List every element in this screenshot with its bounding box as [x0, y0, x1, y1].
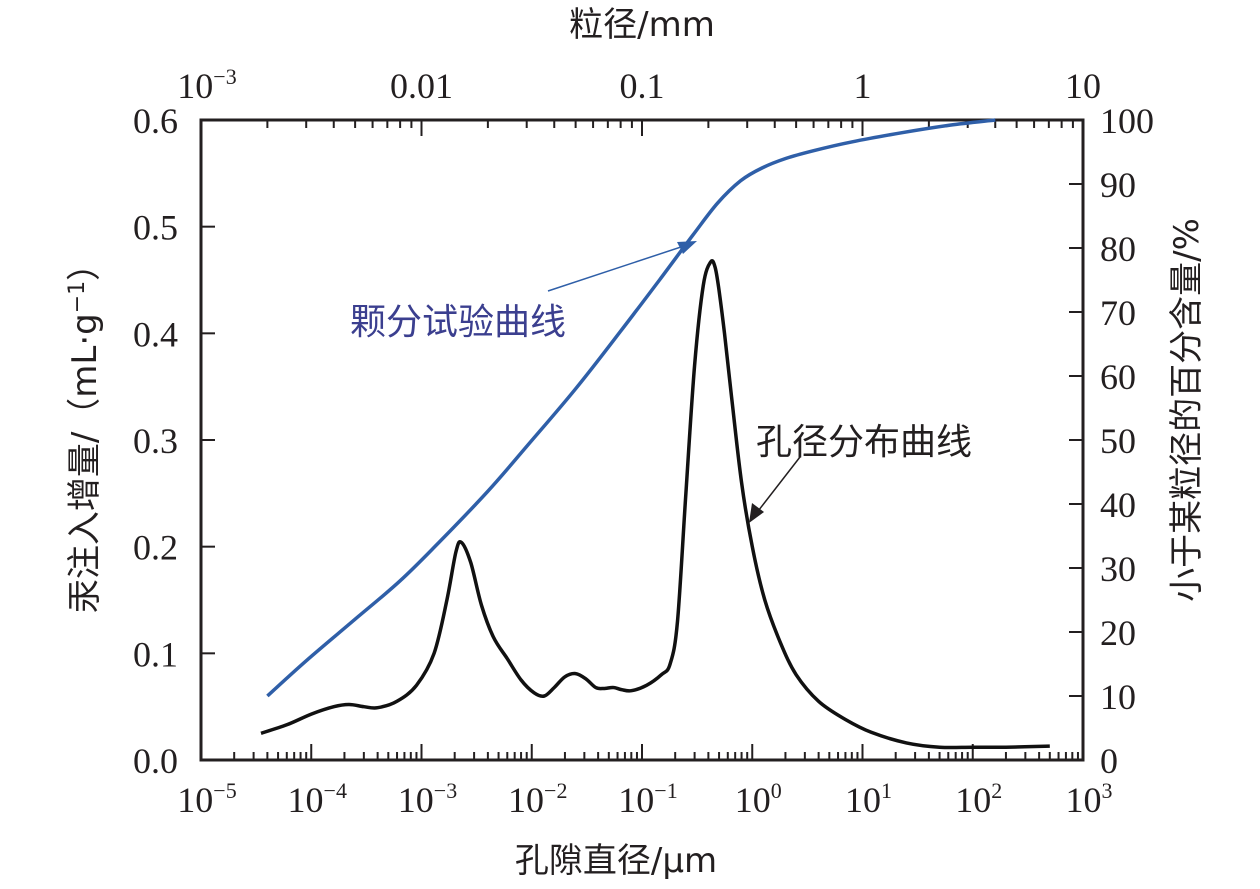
x-bottom-tick-label: 10−2 — [508, 778, 567, 820]
y-left-tick-label: 0.1 — [133, 634, 178, 674]
x-top-tick-label-base: 10 — [177, 66, 213, 106]
x-bottom-tick-label-exp: −2 — [544, 778, 567, 803]
y-right-tick-label: 40 — [1100, 485, 1136, 525]
annotation-pore-arrowhead — [749, 503, 764, 523]
pore-distribution-curve — [260, 258, 1050, 750]
y-left-axis-title-close: ） — [65, 247, 105, 281]
y-right-tick-label: 0 — [1100, 741, 1118, 781]
x-bottom-tick-label-base: 10 — [1066, 780, 1102, 820]
x-bottom-tick-label: 103 — [1066, 778, 1113, 820]
y-left-tick-label: 0.2 — [133, 528, 178, 568]
y-right-tick-label: 90 — [1100, 165, 1136, 205]
x-bottom-tick-label: 10−3 — [398, 778, 457, 820]
x-bottom-tick-label-exp: −3 — [434, 778, 457, 803]
annotation-grading-arrow-line — [547, 243, 691, 292]
y-right-tick-label: 100 — [1100, 101, 1154, 141]
annotation-grading-arrowhead — [677, 241, 697, 254]
y-left-axis-title: 汞注入增量/（mL·g−1） — [65, 247, 105, 613]
x-bottom-tick-label: 10−5 — [177, 778, 236, 820]
x-bottom-tick-label-exp: −5 — [213, 778, 236, 803]
x-top-tick-label: 10−3 — [177, 64, 236, 106]
y-left-axis-title-sup: −1 — [65, 281, 90, 313]
y-right-tick-label: 20 — [1100, 613, 1136, 653]
y-right-tick-label: 30 — [1100, 549, 1136, 589]
x-bottom-tick-label-exp: 1 — [881, 778, 892, 803]
x-top-tick-label-base: 1 — [854, 66, 872, 106]
annotation-pore: 孔径分布曲线 — [749, 422, 972, 523]
x-top-tick-label: 10 — [1065, 66, 1101, 106]
x-top-tick-label-base: 10 — [1065, 66, 1101, 106]
annotation-pore-arrow-line — [754, 456, 801, 516]
y-right-axis-title: 小于某粒径的百分含量/% — [1167, 218, 1207, 602]
y-right-tick-label: 10 — [1100, 677, 1136, 717]
annotation-grading: 颗分试验曲线 — [350, 241, 697, 343]
x-top-tick-label-exp: −3 — [213, 64, 236, 89]
x-bottom-tick-label-base: 10 — [618, 780, 654, 820]
series-layer — [260, 118, 1050, 750]
y-left-axis-title-main: 汞注入增量/（mL·g — [65, 313, 105, 613]
y-right-tick-label: 50 — [1100, 421, 1136, 461]
x-bottom-tick-label-base: 10 — [398, 780, 434, 820]
x-top-tick-label-base: 0.1 — [620, 66, 665, 106]
x-bottom-tick-label: 101 — [845, 778, 892, 820]
x-bottom-tick-label-base: 10 — [177, 780, 213, 820]
x-bottom-tick-label-exp: 3 — [1102, 778, 1113, 803]
x-top-tick-label: 0.01 — [390, 66, 453, 106]
x-top-tick-label: 0.1 — [620, 66, 665, 106]
x-bottom-tick-label: 10−4 — [288, 778, 347, 820]
plot-frame — [199, 118, 1085, 762]
x-bottom-tick-label-base: 10 — [288, 780, 324, 820]
x-bottom-tick-label-exp: 2 — [991, 778, 1002, 803]
y-left-tick-label: 0.4 — [133, 314, 178, 354]
x-top-tick-label: 1 — [854, 66, 872, 106]
x-bottom-tick-label-exp: 0 — [771, 778, 782, 803]
y-right-tick-label: 80 — [1100, 229, 1136, 269]
y-left-tick-label: 0.0 — [133, 741, 178, 781]
x-top-axis-title: 粒径/mm — [569, 5, 715, 45]
x-bottom-tick-label-base: 10 — [955, 780, 991, 820]
x-bottom-tick-label: 102 — [955, 778, 1002, 820]
x-bottom-tick-label-exp: −1 — [654, 778, 677, 803]
y-right-tick-label: 60 — [1100, 357, 1136, 397]
grading-test-curve — [266, 118, 996, 698]
y-left-tick-label: 0.3 — [133, 421, 178, 461]
y-right-tick-label: 70 — [1100, 293, 1136, 333]
annotation-pore-label: 孔径分布曲线 — [756, 422, 972, 463]
x-bottom-tick-label-base: 10 — [735, 780, 771, 820]
x-bottom-tick-label-base: 10 — [845, 780, 881, 820]
x-bottom-axis-title: 孔隙直径/μm — [515, 841, 717, 881]
y-left-tick-label: 0.5 — [133, 208, 178, 248]
y-left-tick-label: 0.6 — [133, 101, 178, 141]
x-bottom-tick-label-exp: −4 — [324, 778, 347, 803]
annotation-grading-label: 颗分试验曲线 — [350, 302, 566, 343]
x-bottom-tick-label: 100 — [735, 778, 782, 820]
x-top-tick-label-base: 0.01 — [390, 66, 453, 106]
x-bottom-tick-label-base: 10 — [508, 780, 544, 820]
x-bottom-tick-label: 10−1 — [618, 778, 677, 820]
